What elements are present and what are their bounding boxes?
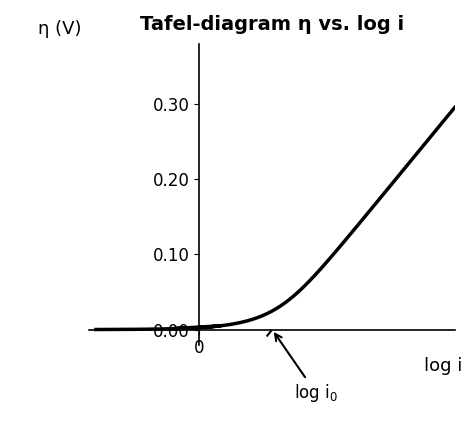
Y-axis label: η (V): η (V)	[39, 20, 82, 38]
X-axis label: log i: log i	[424, 357, 462, 375]
Text: log i$_0$: log i$_0$	[275, 334, 338, 404]
Title: Tafel-diagram η vs. log i: Tafel-diagram η vs. log i	[140, 15, 404, 34]
